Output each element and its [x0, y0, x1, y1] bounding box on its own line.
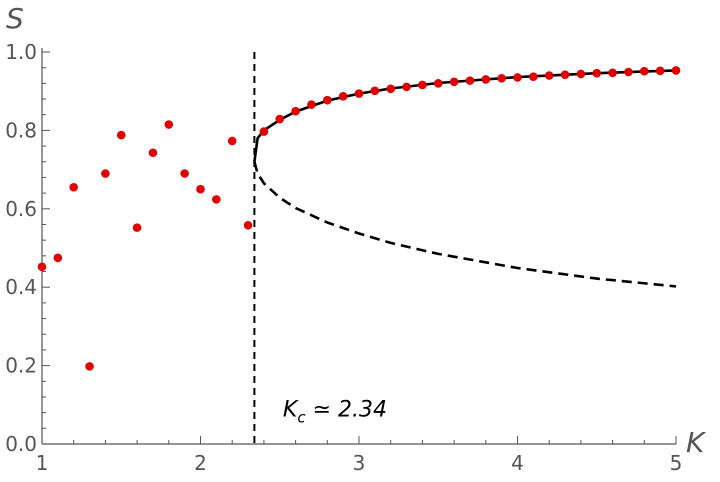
y-axis-label: S	[6, 2, 24, 35]
data-point	[497, 73, 506, 83]
data-point	[85, 362, 94, 371]
data-point	[148, 148, 158, 158]
data-point	[212, 195, 221, 204]
data-point	[323, 95, 332, 105]
data-point	[116, 130, 126, 140]
data-point	[243, 220, 253, 230]
data-point	[275, 114, 285, 124]
data-point	[592, 68, 602, 78]
data-point	[529, 72, 538, 81]
data-point	[196, 184, 205, 194]
data-point	[640, 66, 649, 76]
data-point	[481, 75, 491, 84]
y-tick-label: 0.2	[5, 354, 37, 378]
data-point	[227, 136, 237, 146]
y-tick-label: 0.6	[5, 197, 37, 221]
data-point	[655, 66, 665, 76]
annotation-k: K	[283, 398, 299, 423]
data-point	[180, 169, 189, 178]
curves	[253, 52, 677, 444]
stable-branch-curve	[253, 69, 677, 162]
x-axis-label: K	[686, 426, 707, 459]
data-point	[560, 70, 570, 80]
data-point	[465, 76, 475, 85]
data-point	[69, 182, 78, 192]
y-tick-label: 1.0	[5, 40, 37, 64]
x-tick-label: 3	[353, 451, 366, 475]
data-point	[418, 80, 427, 90]
y-tick-label: 0.0	[5, 432, 37, 456]
x-tick-label: 4	[511, 451, 524, 475]
annotation-value: ≃ 2.34	[306, 398, 387, 423]
data-point	[101, 169, 110, 178]
x-tick-label: 5	[670, 451, 683, 475]
data-point	[307, 100, 316, 109]
data-point	[164, 120, 174, 129]
data-point	[671, 66, 681, 75]
x-tick-label: 2	[194, 451, 207, 475]
unstable-branch-curve	[253, 161, 677, 288]
data-point	[624, 67, 633, 77]
data-point	[37, 262, 47, 272]
data-point	[291, 106, 300, 116]
data-points	[37, 66, 681, 371]
annotation-subscript: c	[297, 409, 306, 427]
axes: 1 2 3 4 5 0.0 0.2 0.4 0.6 0.8 1.0	[5, 40, 682, 475]
data-point	[576, 69, 586, 79]
data-point	[259, 127, 269, 136]
data-point	[608, 68, 617, 78]
data-point	[132, 223, 142, 232]
data-point	[338, 91, 348, 101]
data-point	[544, 71, 554, 80]
data-point	[433, 79, 443, 88]
data-point	[53, 253, 63, 263]
labels: S K Kc ≃ 2.34	[6, 2, 707, 459]
y-tick-label: 0.4	[5, 275, 37, 299]
data-point	[354, 89, 364, 98]
x-tick-label: 1	[36, 451, 49, 475]
data-point	[449, 77, 459, 87]
data-point	[386, 84, 396, 94]
critical-k-annotation: Kc ≃ 2.34	[283, 398, 387, 427]
y-tick-label: 0.8	[5, 118, 37, 142]
data-point	[513, 73, 522, 82]
data-point	[370, 86, 380, 96]
data-point	[402, 82, 411, 92]
